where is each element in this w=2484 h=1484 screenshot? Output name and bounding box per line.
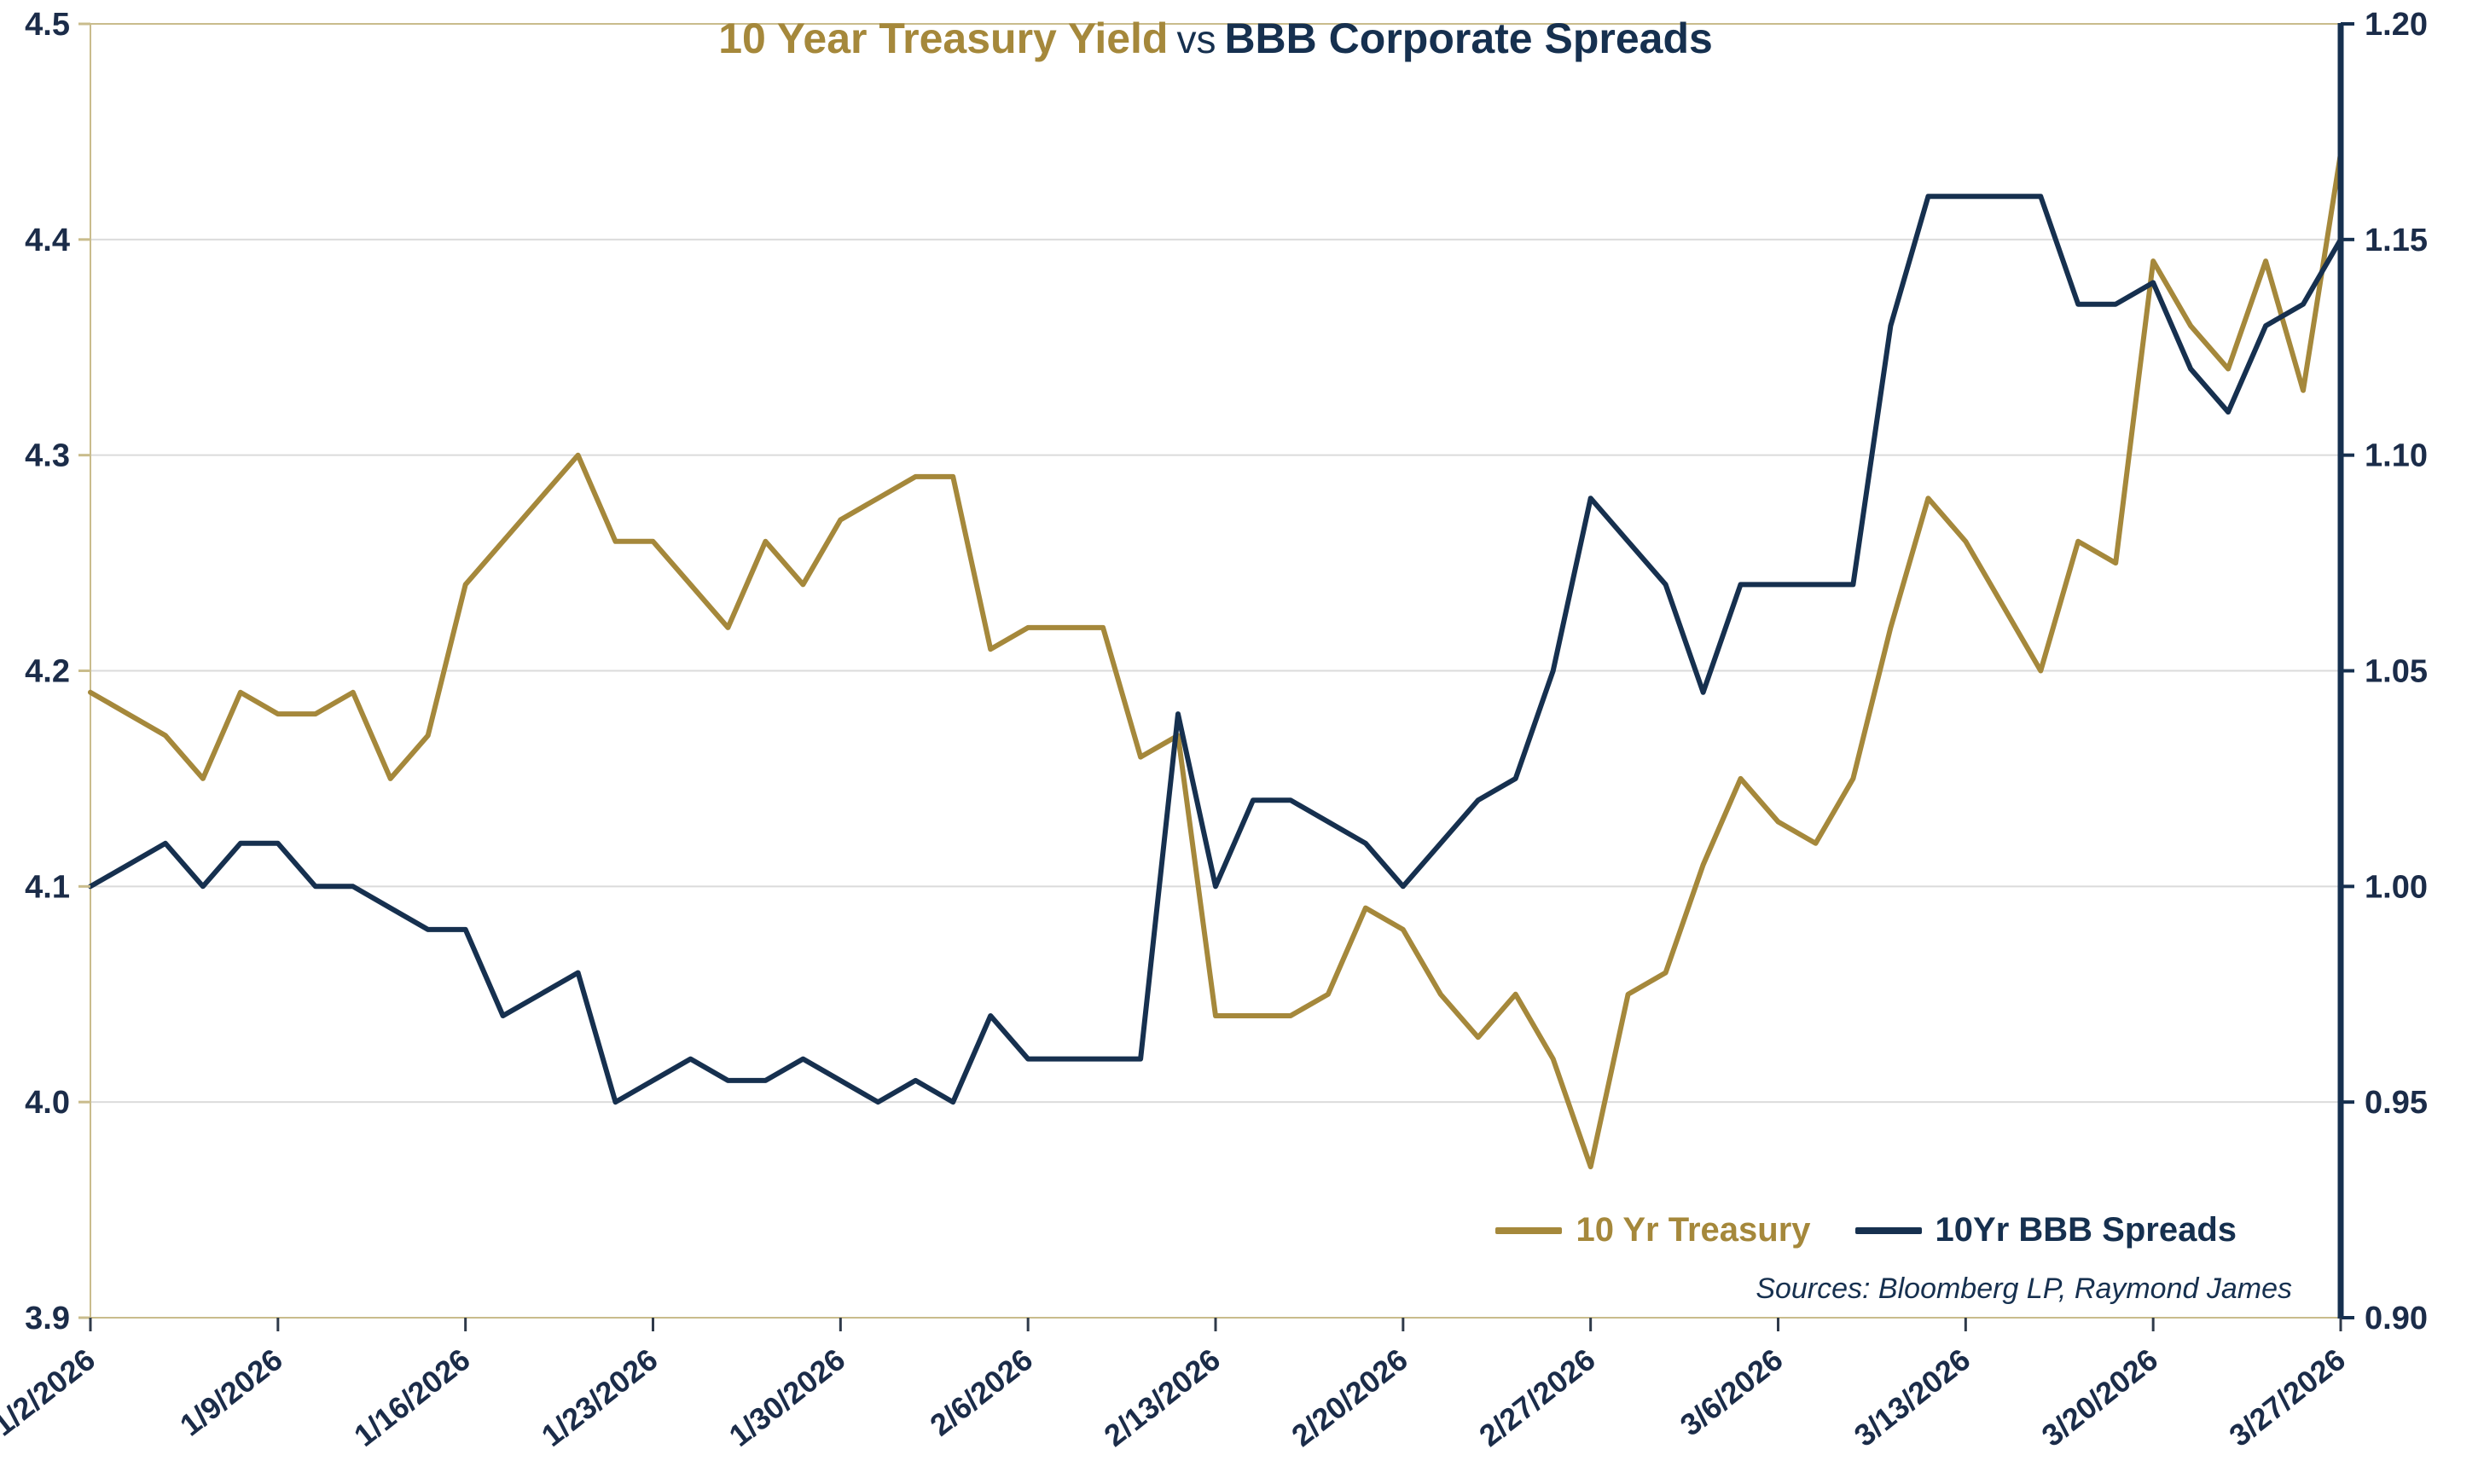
x-axis-labels: 1/2/2026 1/9/2026 1/16/2026 1/23/2026 1/30/2… <box>0 1318 2352 1453</box>
svg-text:2/13/2026: 2/13/2026 <box>1097 1342 1226 1453</box>
treasury-legend-swatch <box>1495 1226 1563 1234</box>
svg-text:4.0: 4.0 <box>25 1085 70 1121</box>
svg-text:1/9/2026: 1/9/2026 <box>173 1342 289 1443</box>
svg-text:1/23/2026: 1/23/2026 <box>535 1342 664 1453</box>
svg-text:4.5: 4.5 <box>25 7 70 43</box>
svg-text:0.90: 0.90 <box>2365 1301 2428 1336</box>
gridlines <box>90 238 2341 1104</box>
right-axis-labels: 0.90 0.95 1.00 1.05 1.10 1.15 1.20 <box>2341 7 2428 1336</box>
legend: 10 Yr Treasury 10Yr BBB Spreads <box>1495 1211 2237 1249</box>
svg-text:4.4: 4.4 <box>25 223 70 258</box>
svg-text:4.3: 4.3 <box>25 438 70 474</box>
svg-text:3.9: 3.9 <box>25 1301 70 1336</box>
bbb-spreads-line <box>88 194 2343 1105</box>
svg-text:1/2/2026: 1/2/2026 <box>0 1342 102 1443</box>
svg-text:4.2: 4.2 <box>25 654 70 690</box>
svg-text:1.10: 1.10 <box>2365 438 2428 474</box>
spreads-legend-label: 10Yr BBB Spreads <box>1935 1211 2237 1249</box>
chart-title: 10 Year Treasury Yield vs BBB Corporate Sp… <box>90 14 2341 63</box>
svg-text:0.95: 0.95 <box>2365 1085 2428 1121</box>
svg-text:3/13/2026: 3/13/2026 <box>1848 1342 1976 1453</box>
svg-text:1.05: 1.05 <box>2365 654 2428 690</box>
svg-text:3/20/2026: 3/20/2026 <box>2035 1342 2164 1453</box>
svg-text:1.00: 1.00 <box>2365 869 2428 905</box>
svg-text:2/27/2026: 2/27/2026 <box>1472 1342 1601 1453</box>
spreads-legend-swatch <box>1854 1226 1922 1234</box>
svg-text:3/27/2026: 3/27/2026 <box>2222 1342 2351 1453</box>
svg-text:1/16/2026: 1/16/2026 <box>347 1342 476 1453</box>
svg-text:4.1: 4.1 <box>25 869 70 905</box>
svg-text:2/6/2026: 2/6/2026 <box>923 1342 1039 1443</box>
svg-text:2/20/2026: 2/20/2026 <box>1285 1342 1413 1453</box>
sources-note: Sources: Bloomberg LP, Raymond James <box>1756 1272 2292 1305</box>
left-axis-labels: 3.9 4.0 4.1 4.2 4.3 4.4 4.5 <box>25 7 90 1336</box>
treasury-legend-label: 10 Yr Treasury <box>1576 1211 1811 1249</box>
svg-text:1.15: 1.15 <box>2365 223 2428 258</box>
title-treasury-part: 10 Year Treasury Yield <box>718 14 1169 62</box>
title-vs-part: vs <box>1176 17 1216 61</box>
svg-text:1.20: 1.20 <box>2365 7 2428 43</box>
treasury-line <box>88 150 2343 1169</box>
svg-text:3/6/2026: 3/6/2026 <box>1674 1342 1790 1443</box>
title-spreads-part: BBB Corporate Spreads <box>1224 14 1713 62</box>
svg-text:1/30/2026: 1/30/2026 <box>723 1342 851 1453</box>
